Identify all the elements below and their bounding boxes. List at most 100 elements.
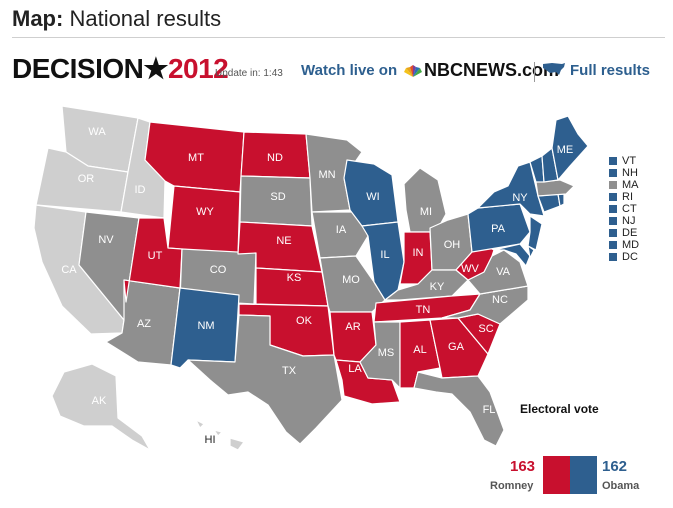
label-MN: MN xyxy=(318,169,335,181)
label-CO: CO xyxy=(210,264,227,276)
decision-banner: DECISION★2012 Update in: 1:43 Watch live… xyxy=(12,52,662,88)
label-IL: IL xyxy=(380,249,389,261)
legend-label: NJ xyxy=(622,215,636,227)
label-HI: HI xyxy=(205,434,216,446)
legend-swatch xyxy=(609,181,617,189)
obama-votes: 162 xyxy=(602,458,628,475)
electoral-vote-tally: 163 Romney 162 Obama xyxy=(490,456,642,494)
label-OR: OR xyxy=(78,173,95,185)
legend-label: MD xyxy=(622,239,640,251)
state-TX[interactable] xyxy=(187,314,343,445)
us-election-map: WA OR CA ID NV AZ UT MT WY CO NM ND SD N… xyxy=(33,105,589,451)
label-OK: OK xyxy=(296,315,313,327)
label-AK: AK xyxy=(92,395,107,407)
label-MI: MI xyxy=(420,206,432,218)
label-WY: WY xyxy=(196,206,214,218)
section-label: Map: xyxy=(12,6,64,31)
legend-item-ct[interactable]: CT xyxy=(609,203,639,215)
state-MD[interactable] xyxy=(493,243,531,267)
label-WI: WI xyxy=(366,191,379,203)
label-NV: NV xyxy=(98,234,114,246)
legend-item-vt[interactable]: VT xyxy=(609,155,639,167)
legend-item-de[interactable]: DE xyxy=(609,227,639,239)
romney-name: Romney xyxy=(490,480,534,492)
header-divider xyxy=(12,37,665,38)
label-ID: ID xyxy=(135,184,146,196)
nbc-news-link[interactable]: NBCNEWS.com xyxy=(404,60,559,81)
label-ND: ND xyxy=(267,152,283,164)
label-OH: OH xyxy=(444,239,461,251)
legend-label: NH xyxy=(622,167,638,179)
legend-label: DE xyxy=(622,227,638,239)
legend-swatch xyxy=(609,241,617,249)
state-HI[interactable] xyxy=(195,419,245,451)
peacock-icon xyxy=(404,65,422,78)
legend-item-dc[interactable]: DC xyxy=(609,251,639,263)
label-VA: VA xyxy=(496,266,511,278)
label-AL: AL xyxy=(413,344,426,356)
page-title: National results xyxy=(69,6,222,31)
label-SD: SD xyxy=(270,191,285,203)
label-AR: AR xyxy=(345,321,360,333)
electoral-vote-title: Electoral vote xyxy=(520,402,599,416)
obama-bar xyxy=(570,456,597,494)
legend-label: VT xyxy=(622,155,637,167)
label-MO: MO xyxy=(342,274,360,286)
label-MT: MT xyxy=(188,152,204,164)
state-IA[interactable] xyxy=(311,211,369,259)
state-AK[interactable] xyxy=(51,363,151,451)
legend-item-nj[interactable]: NJ xyxy=(609,215,639,227)
decision-logo: DECISION★2012 xyxy=(12,53,229,84)
page-header: Map: National results xyxy=(12,6,221,32)
state-NJ[interactable] xyxy=(527,215,543,251)
legend-item-ma[interactable]: MA xyxy=(609,179,639,191)
label-TN: TN xyxy=(416,304,431,316)
legend-item-nh[interactable]: NH xyxy=(609,167,639,179)
us-map-icon xyxy=(543,63,565,75)
legend-swatch xyxy=(609,205,617,213)
banner-divider xyxy=(534,62,535,82)
label-NM: NM xyxy=(197,320,214,332)
label-NY: NY xyxy=(512,192,528,204)
legend-swatch xyxy=(609,253,617,261)
state-FL[interactable] xyxy=(413,371,505,447)
state-ME[interactable] xyxy=(551,115,589,181)
label-KS: KS xyxy=(287,272,302,284)
legend-item-ri[interactable]: RI xyxy=(609,191,639,203)
label-MS: MS xyxy=(378,347,395,359)
legend-swatch xyxy=(609,193,617,201)
legend-label: DC xyxy=(622,251,638,263)
label-PA: PA xyxy=(491,223,506,235)
label-SC: SC xyxy=(478,323,493,335)
update-countdown: Update in: 1:43 xyxy=(215,68,283,79)
romney-votes: 163 xyxy=(510,458,536,475)
state-MI[interactable] xyxy=(403,167,447,233)
obama-name: Obama xyxy=(602,480,640,492)
small-states-legend: VT NH MA RI CT NJ DE MD DC xyxy=(609,155,639,263)
legend-swatch xyxy=(609,169,617,177)
label-LA: LA xyxy=(348,363,362,375)
label-WA: WA xyxy=(88,126,106,138)
romney-bar xyxy=(543,456,570,494)
legend-label: RI xyxy=(622,191,633,203)
watch-live-link[interactable]: Watch live on xyxy=(301,62,398,79)
label-KY: KY xyxy=(430,281,445,293)
label-NC: NC xyxy=(492,294,508,306)
legend-swatch xyxy=(609,157,617,165)
label-TX: TX xyxy=(282,365,297,377)
legend-swatch xyxy=(609,229,617,237)
state-WY[interactable] xyxy=(167,185,241,255)
full-results-link[interactable]: Full results xyxy=(542,62,650,79)
state-DE[interactable] xyxy=(527,245,535,259)
state-NC[interactable] xyxy=(441,285,529,325)
label-GA: GA xyxy=(448,341,465,353)
label-WV: WV xyxy=(461,263,479,275)
label-IA: IA xyxy=(336,224,347,236)
star-icon: ★ xyxy=(143,53,168,84)
label-ME: ME xyxy=(557,144,574,156)
legend-swatch xyxy=(609,217,617,225)
legend-item-md[interactable]: MD xyxy=(609,239,639,251)
state-NY[interactable] xyxy=(477,161,545,217)
label-UT: UT xyxy=(148,250,163,262)
label-FL: FL xyxy=(483,404,496,416)
